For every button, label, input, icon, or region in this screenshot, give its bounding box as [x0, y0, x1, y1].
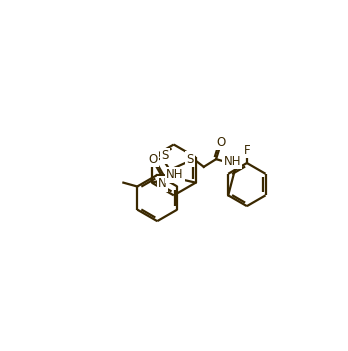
- Text: NH: NH: [223, 155, 241, 168]
- Text: O: O: [216, 136, 225, 149]
- Text: S: S: [186, 153, 193, 166]
- Text: O: O: [149, 153, 158, 166]
- Text: N: N: [158, 178, 167, 191]
- Text: NH: NH: [166, 168, 184, 181]
- Text: S: S: [161, 150, 168, 163]
- Text: F: F: [244, 144, 250, 157]
